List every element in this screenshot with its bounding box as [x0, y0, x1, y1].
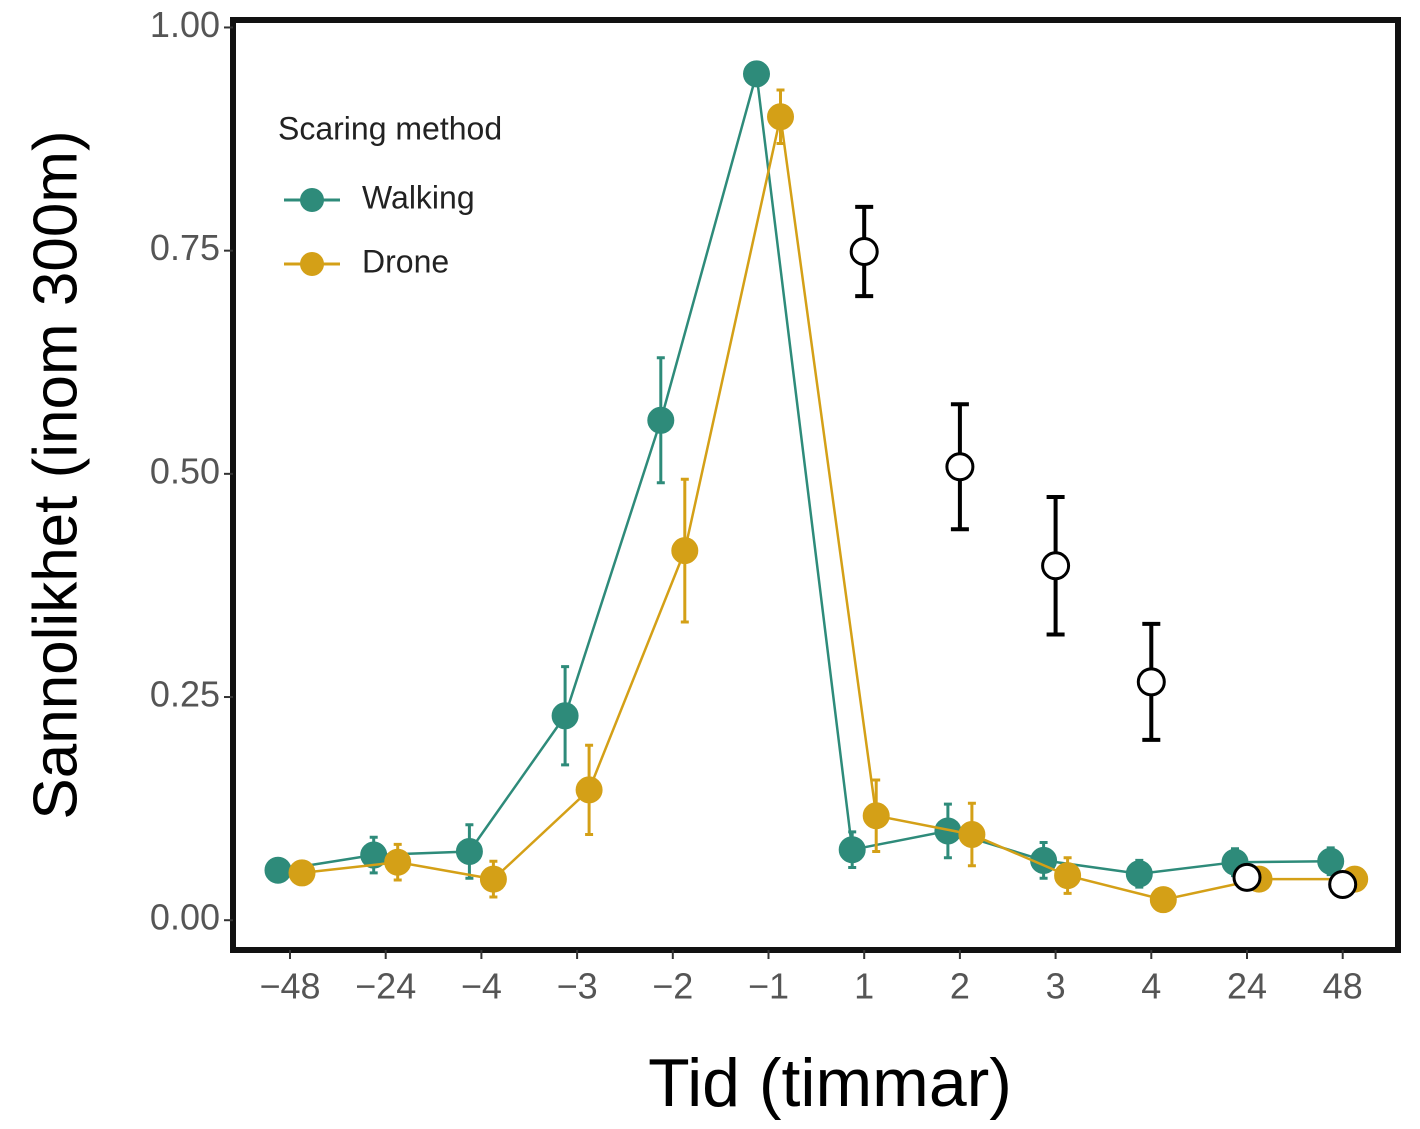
legend-label: Drone — [362, 243, 449, 279]
point — [1317, 847, 1345, 875]
y-tick-label: 0.00 — [150, 897, 220, 938]
point — [1136, 667, 1166, 697]
x-tick-label: −2 — [652, 966, 693, 1007]
x-tick-label: 1 — [854, 966, 874, 1007]
point — [455, 837, 483, 865]
point — [838, 836, 866, 864]
point — [551, 702, 579, 730]
point — [958, 821, 986, 849]
legend-marker — [300, 188, 324, 212]
point — [862, 802, 890, 830]
point — [288, 859, 316, 887]
point — [1328, 870, 1358, 900]
y-tick-label: 0.50 — [150, 450, 220, 491]
series-line — [277, 73, 1331, 876]
legend-marker — [300, 252, 324, 276]
x-tick-label: 48 — [1323, 966, 1363, 1007]
x-tick-label: −24 — [355, 966, 416, 1007]
plot-frame — [230, 17, 1401, 953]
x-tick-label: −48 — [259, 966, 320, 1007]
point — [1232, 862, 1262, 892]
x-tick-label: −1 — [748, 966, 789, 1007]
point — [1054, 862, 1082, 890]
x-axis-title: Tid (timmar) — [648, 1045, 1012, 1121]
x-tick-label: −3 — [557, 966, 598, 1007]
point — [1149, 886, 1177, 914]
legend-label: Walking — [362, 179, 475, 215]
point — [479, 865, 507, 893]
point — [384, 848, 412, 876]
point — [647, 406, 675, 434]
x-tick-label: 4 — [1141, 966, 1161, 1007]
y-axis-title: Sannolikhet (inom 300m) — [21, 130, 90, 819]
series-line — [301, 116, 1355, 901]
x-tick-label: 24 — [1227, 966, 1267, 1007]
x-tick-label: 3 — [1046, 966, 1066, 1007]
x-tick-label: −4 — [461, 966, 502, 1007]
point — [743, 60, 770, 88]
y-tick-label: 0.25 — [150, 674, 220, 715]
point — [671, 537, 699, 565]
point — [767, 103, 794, 131]
point — [1041, 551, 1071, 581]
point — [1125, 860, 1153, 888]
point — [945, 452, 975, 482]
x-tick-label: 2 — [950, 966, 970, 1007]
point — [264, 856, 292, 884]
point — [575, 776, 603, 804]
y-tick-label: 1.00 — [150, 4, 220, 45]
point — [849, 237, 879, 267]
y-tick-label: 0.75 — [150, 227, 220, 268]
legend-title: Scaring method — [278, 110, 502, 146]
